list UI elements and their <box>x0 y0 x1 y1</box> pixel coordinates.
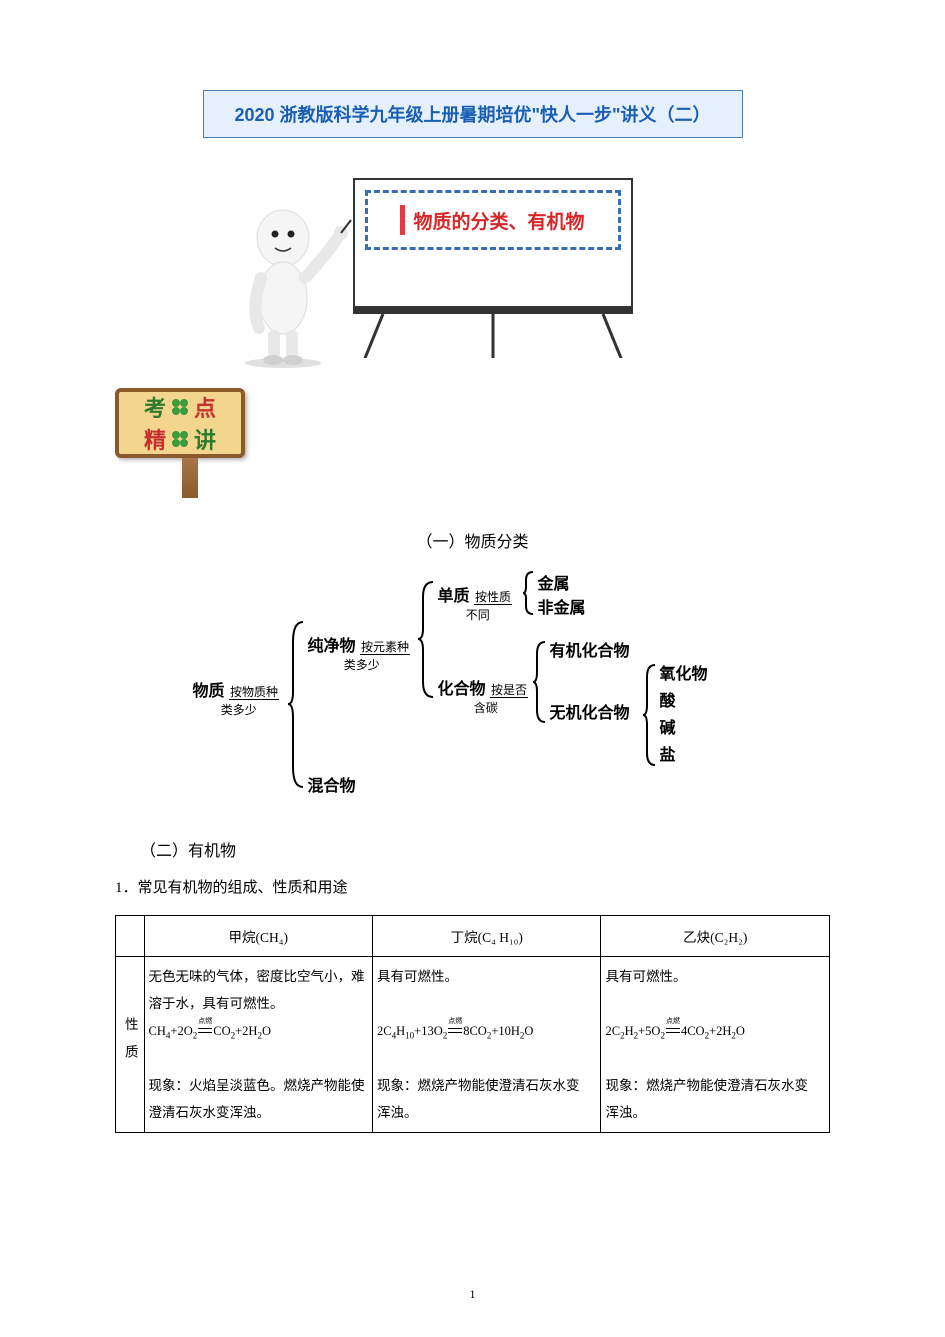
red-bar-icon <box>400 205 405 235</box>
whiteboard-text: 物质的分类、有机物 <box>413 207 584 234</box>
acetylene-desc: 具有可燃性。 <box>605 969 686 984</box>
sign-char-1: 考 <box>144 391 166 423</box>
sign-post <box>182 458 198 498</box>
tree-nonmetal: 非金属 <box>538 594 586 618</box>
sign-char-3: 精 <box>144 423 166 455</box>
tree-base: 碱 <box>660 714 676 738</box>
title-banner: 2020 浙教版科学九年级上册暑期培优"快人一步"讲义（二） <box>203 90 743 138</box>
crit1-bot: 类多少 <box>215 703 257 717</box>
methane-equation: CH4+2O2CO2+2H2O <box>149 1024 271 1038</box>
classification-tree: 物质 按物质种类多少 纯净物 按元素种类多少 混合物 单质 按性质不同 金属 非… <box>193 577 753 807</box>
crit2-top: 按元素种 <box>360 641 410 655</box>
table-header-row: 甲烷(CH₄) 丁烷(C₄ H₁₀) 乙炔(C₂H₂) <box>116 916 830 957</box>
organic-table: 甲烷(CH₄) 丁烷(C₄ H₁₀) 乙炔(C₂H₂) 性质 无色无味的气体，密… <box>115 915 830 1133</box>
cell-butane: 具有可燃性。 2C4H10+13O28CO2+10H2O 现象：燃烧产物能使澄清… <box>373 957 601 1133</box>
header-butane: 丁烷(C₄ H₁₀) <box>373 916 601 957</box>
section-2-heading: （二）有机物 <box>140 837 830 861</box>
easel-legs-icon <box>353 308 633 358</box>
butane-equation: 2C4H10+13O28CO2+10H2O <box>377 1024 533 1038</box>
butane-pheno: 现象：燃烧产物能使澄清石灰水变 <box>377 1078 580 1093</box>
header-methane: 甲烷(CH₄) <box>144 916 372 957</box>
tree-pure: 纯净物 <box>308 638 356 655</box>
row-header-properties: 性质 <box>116 957 145 1133</box>
crit2-bot: 类多少 <box>338 658 380 672</box>
crit4-bot: 含碳 <box>468 701 498 715</box>
page-number: 1 <box>0 1287 945 1302</box>
header-empty <box>116 916 145 957</box>
whiteboard: 物质的分类、有机物 <box>353 178 633 308</box>
tree-mixture: 混合物 <box>308 772 356 796</box>
methane-pheno: 现象：火焰呈淡蓝色。燃烧产物能使澄清石灰水变浑浊。 <box>149 1078 365 1120</box>
acetylene-pheno: 现象：燃烧产物能使澄清石灰水变 <box>605 1078 808 1093</box>
cell-acetylene: 具有可燃性。 2C2H2+5O24CO2+2H2O 现象：燃烧产物能使澄清石灰水… <box>601 957 830 1133</box>
title-text: 2020 浙教版科学九年级上册暑期培优"快人一步"讲义（二） <box>234 105 710 125</box>
crit1-top: 按物质种 <box>229 686 279 700</box>
tree-compound: 化合物 <box>438 681 486 698</box>
tree-element: 单质 <box>438 588 470 605</box>
acetylene-equation: 2C2H2+5O24CO2+2H2O <box>605 1024 744 1038</box>
cell-methane: 无色无味的气体，密度比空气小，难溶于水，具有可燃性。 CH4+2O2CO2+2H… <box>144 957 372 1133</box>
sign-char-4: 讲 <box>194 423 216 455</box>
tree-oxide: 氧化物 <box>660 660 708 684</box>
table-row-properties: 性质 无色无味的气体，密度比空气小，难溶于水，具有可燃性。 CH4+2O2CO2… <box>116 957 830 1133</box>
clover-icon <box>170 429 190 449</box>
butane-desc: 具有可燃性。 <box>377 969 458 984</box>
crit3-top: 按性质 <box>474 591 512 605</box>
tree-acid: 酸 <box>660 687 676 711</box>
presenter-icon <box>233 198 353 368</box>
section-sign: 考 点 精 讲 <box>115 388 265 508</box>
clover-icon <box>170 397 190 417</box>
tree-salt: 盐 <box>660 741 676 765</box>
crit4-top: 按是否 <box>490 684 528 698</box>
crit3-bot: 不同 <box>460 608 490 622</box>
tree-metal: 金属 <box>538 570 570 594</box>
whiteboard-figure: 物质的分类、有机物 <box>273 168 673 368</box>
butane-pheno2: 浑浊。 <box>377 1105 418 1120</box>
acetylene-pheno2: 浑浊。 <box>605 1105 646 1120</box>
methane-desc: 无色无味的气体，密度比空气小，难溶于水，具有可燃性。 <box>149 969 365 1011</box>
tree-inorganic: 无机化合物 <box>550 699 630 723</box>
tree-organic: 有机化合物 <box>550 637 630 661</box>
sign-char-2: 点 <box>194 391 216 423</box>
section-1-heading: （一）物质分类 <box>115 528 830 552</box>
tree-root: 物质 <box>193 683 225 700</box>
section-2-intro: 1．常见有机物的组成、性质和用途 <box>115 876 830 897</box>
header-acetylene: 乙炔(C₂H₂) <box>601 916 830 957</box>
